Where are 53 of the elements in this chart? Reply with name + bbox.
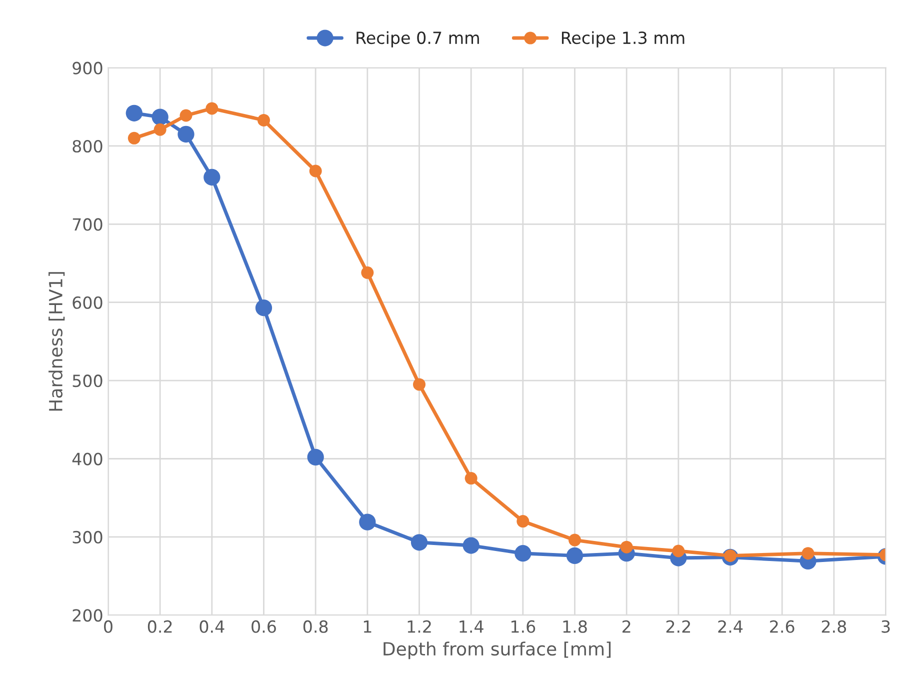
x-tick-label: 0 <box>104 620 112 633</box>
point <box>802 547 814 560</box>
point <box>566 547 584 564</box>
x-tick-label: 0.6 <box>252 620 276 633</box>
y-tick-label: 500 <box>72 374 102 388</box>
point <box>126 104 142 122</box>
y-axis-title: Hardness [HV1] <box>48 272 65 411</box>
point <box>516 515 530 528</box>
point <box>152 108 168 126</box>
x-tick-label: 1.6 <box>512 620 536 633</box>
x-tick-label: 2.2 <box>666 620 690 633</box>
x-tick-label: 0.2 <box>148 620 172 633</box>
y-tick-label: 300 <box>72 530 102 544</box>
point <box>620 540 633 554</box>
point <box>204 168 220 186</box>
y-tick-label: 400 <box>72 452 102 466</box>
y-tick-label: 200 <box>72 609 102 622</box>
legend-label: Recipe 1.3 mm <box>562 31 684 48</box>
point <box>410 534 428 551</box>
x-tick-label: 2.8 <box>822 620 846 633</box>
y-tick-label: 900 <box>72 62 102 74</box>
point <box>568 534 582 546</box>
point <box>462 537 480 554</box>
x-axis-title: Depth from surface [mm] <box>384 642 611 660</box>
x-tick-label: 2.4 <box>718 620 743 633</box>
y-tick-label: 600 <box>72 296 102 309</box>
legend-label: Recipe 0.7 mm <box>356 31 479 48</box>
x-tick-label: 1 <box>364 620 372 633</box>
point <box>180 109 192 122</box>
point <box>361 266 374 279</box>
y-tick-label: 700 <box>72 218 102 231</box>
point <box>514 545 532 562</box>
x-tick-label: 1.2 <box>408 620 431 633</box>
point <box>257 114 270 126</box>
point <box>307 448 324 466</box>
x-tick-label: 3 <box>882 620 890 633</box>
point <box>413 378 426 391</box>
x-tick-label: 2.6 <box>770 620 794 633</box>
point <box>255 300 272 316</box>
x-tick-label: 2 <box>622 620 630 633</box>
x-tick-label: 1.8 <box>563 620 587 633</box>
point <box>206 102 218 115</box>
point <box>309 164 322 178</box>
x-tick-label: 0.4 <box>200 620 224 633</box>
point <box>128 132 140 144</box>
x-tick-label: 1.4 <box>460 620 484 633</box>
x-tick-label: 0.8 <box>303 620 328 633</box>
y-tick-label: 800 <box>72 140 102 153</box>
point <box>154 123 166 136</box>
point <box>359 514 376 530</box>
point <box>464 472 478 485</box>
point <box>672 544 685 558</box>
point <box>178 126 194 143</box>
